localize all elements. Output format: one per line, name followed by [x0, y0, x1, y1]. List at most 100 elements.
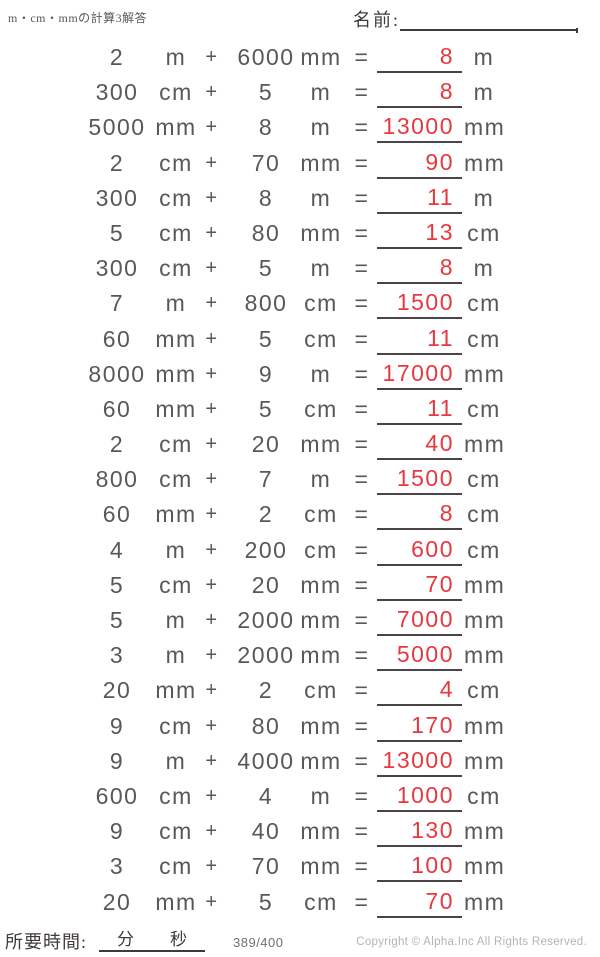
- answer-unit: m: [473, 79, 495, 106]
- equals-sign: =: [354, 290, 370, 317]
- equals-sign: =: [354, 219, 370, 246]
- plus-operator: +: [205, 292, 219, 315]
- second-operand-value: 20: [251, 431, 281, 458]
- answer-unit: mm: [464, 888, 506, 915]
- name-input-line[interactable]: [400, 9, 579, 33]
- equals-sign: =: [354, 325, 370, 352]
- plus-operator: +: [205, 749, 219, 772]
- answer-unit: mm: [464, 571, 506, 598]
- first-operand-value: 4: [109, 536, 125, 563]
- equals-sign: =: [354, 712, 370, 739]
- problem-row: 5 cm + 80 mm = 13 cm: [0, 216, 600, 251]
- second-operand-unit: cm: [304, 888, 338, 915]
- equals-sign: =: [354, 501, 370, 528]
- equals-sign: =: [354, 184, 370, 211]
- second-operand-value: 70: [251, 853, 281, 880]
- equals-sign: =: [354, 571, 370, 598]
- answer-value: 13: [377, 219, 462, 249]
- answer-unit: cm: [467, 395, 501, 422]
- first-operand-value: 9: [109, 747, 125, 774]
- equals-sign: =: [354, 431, 370, 458]
- first-operand-value: 5: [109, 607, 125, 633]
- plus-operator: +: [205, 151, 219, 174]
- plus-operator: +: [205, 397, 219, 420]
- first-operand-value: 5: [109, 571, 125, 598]
- first-operand-value: 2: [109, 44, 125, 70]
- answer-value: 8: [377, 500, 462, 531]
- answer-unit: mm: [464, 607, 506, 633]
- equals-sign: =: [354, 395, 370, 422]
- plus-operator: +: [205, 327, 219, 350]
- first-operand-unit: cm: [159, 255, 193, 282]
- plus-operator: +: [205, 609, 219, 631]
- answer-value: 13000: [377, 747, 462, 777]
- second-operand-value: 70: [251, 149, 281, 176]
- answer-unit: cm: [467, 219, 501, 246]
- second-operand-unit: mm: [300, 818, 342, 845]
- first-operand-unit: m: [165, 290, 187, 317]
- second-operand-unit: m: [310, 782, 332, 809]
- answer-unit: mm: [464, 149, 506, 176]
- time-input-line[interactable]: 分 秒: [99, 926, 205, 952]
- second-operand-value: 80: [251, 712, 281, 739]
- plus-operator: +: [205, 46, 219, 68]
- problem-row: 60 mm + 2 cm = 8 cm: [0, 497, 600, 532]
- second-operand-unit: m: [310, 466, 332, 493]
- second-operand-unit: m: [310, 79, 332, 106]
- equals-sign: =: [354, 642, 370, 669]
- answer-value: 8: [377, 254, 462, 285]
- plus-operator: +: [205, 573, 219, 596]
- answer-value: 4: [377, 676, 462, 707]
- name-field: 名前:: [353, 5, 579, 33]
- problem-row: 2 cm + 20 mm = 40 mm: [0, 427, 600, 462]
- plus-operator: +: [205, 468, 219, 491]
- first-operand-value: 600: [95, 782, 139, 809]
- seconds-label: 秒: [170, 930, 187, 949]
- first-operand-value: 300: [95, 79, 139, 106]
- first-operand-unit: cm: [159, 184, 193, 211]
- second-operand-value: 4000: [237, 747, 295, 774]
- answer-unit: mm: [464, 360, 506, 387]
- problem-row: 2 cm + 70 mm = 90 mm: [0, 146, 600, 181]
- first-operand-value: 20: [102, 888, 132, 915]
- second-operand-unit: mm: [300, 607, 342, 633]
- plus-operator: +: [205, 714, 219, 737]
- second-operand-value: 2: [258, 501, 274, 528]
- second-operand-value: 800: [244, 290, 288, 317]
- answer-unit: mm: [464, 818, 506, 845]
- first-operand-value: 3: [109, 642, 125, 669]
- first-operand-unit: cm: [159, 219, 193, 246]
- answer-unit: cm: [467, 325, 501, 352]
- answer-value: 11: [377, 395, 462, 425]
- answer-value: 8: [377, 43, 462, 73]
- first-operand-value: 300: [95, 255, 139, 282]
- equals-sign: =: [354, 44, 370, 70]
- answer-unit: mm: [464, 642, 506, 669]
- second-operand-unit: m: [310, 360, 332, 387]
- answer-value: 13000: [377, 113, 462, 144]
- minutes-label: 分: [117, 930, 134, 949]
- first-operand-unit: mm: [155, 395, 197, 422]
- problem-row: 300 cm + 5 m = 8 m: [0, 251, 600, 286]
- first-operand-unit: m: [165, 747, 187, 774]
- equals-sign: =: [354, 818, 370, 845]
- second-operand-value: 5: [258, 395, 274, 422]
- answer-unit: mm: [464, 853, 506, 880]
- answer-value: 170: [377, 712, 462, 742]
- answer-unit: mm: [464, 431, 506, 458]
- first-operand-value: 800: [95, 466, 139, 493]
- problem-row: 600 cm + 4 m = 1000 cm: [0, 779, 600, 814]
- plus-operator: +: [205, 679, 219, 702]
- answer-value: 11: [377, 184, 462, 214]
- second-operand-value: 8: [258, 184, 274, 211]
- first-operand-unit: mm: [155, 677, 197, 704]
- first-operand-unit: mm: [155, 114, 197, 141]
- problem-row: 5 m + 2000 mm = 7000 mm: [0, 603, 600, 638]
- first-operand-unit: mm: [155, 325, 197, 352]
- plus-operator: +: [205, 433, 219, 456]
- answer-value: 17000: [377, 360, 462, 390]
- equals-sign: =: [354, 114, 370, 141]
- time-label: 所要時間:: [5, 932, 88, 952]
- answer-unit: m: [473, 255, 495, 282]
